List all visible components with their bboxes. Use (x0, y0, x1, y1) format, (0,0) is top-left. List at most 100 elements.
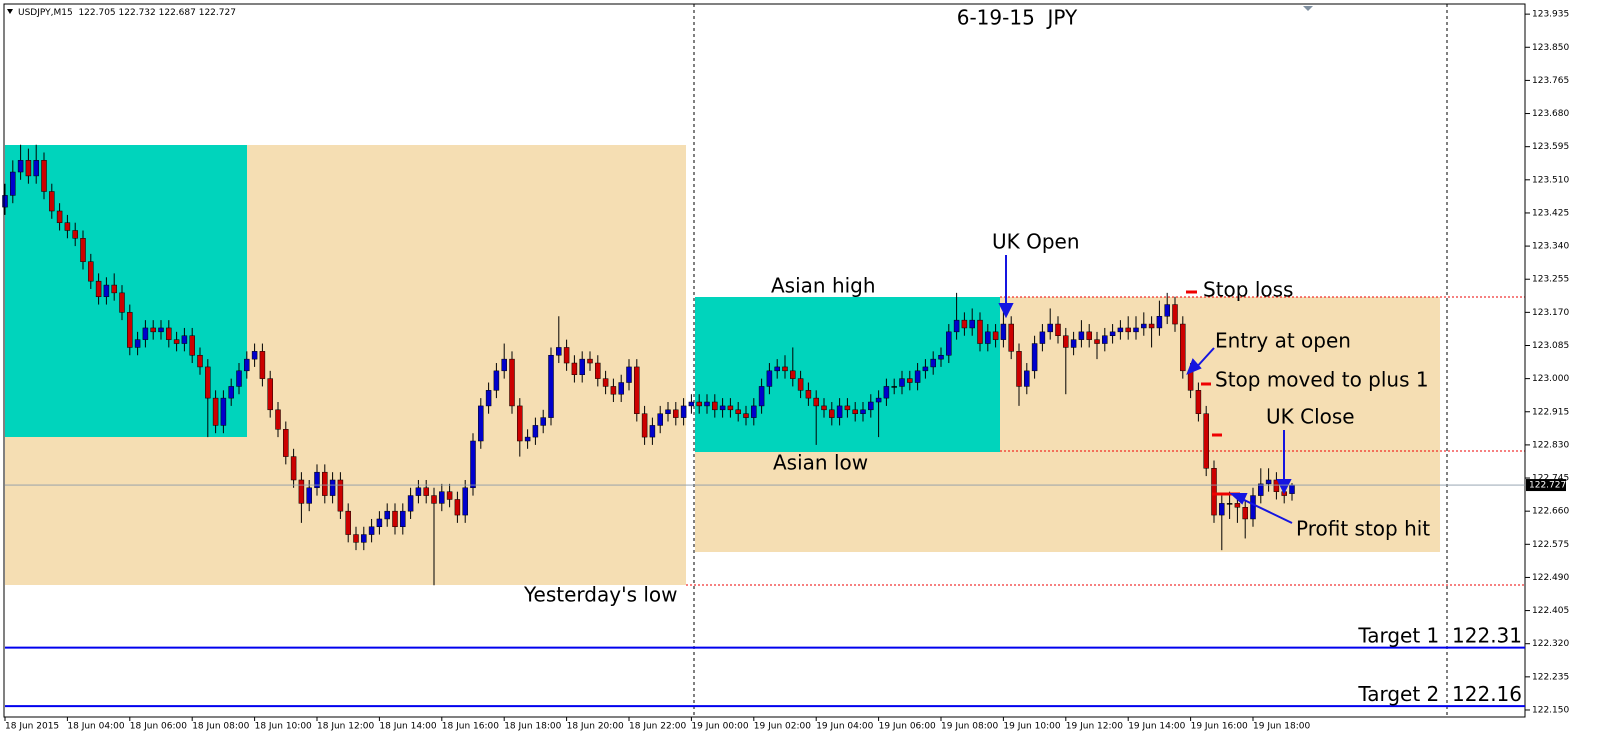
candle-body (930, 358, 936, 368)
y-tick-label: 122.915 (1532, 407, 1569, 417)
candle-body (189, 335, 195, 356)
candle-body (1133, 327, 1139, 333)
candle-body (540, 417, 546, 426)
y-tick-label: 123.425 (1532, 208, 1569, 218)
candle-body (41, 160, 47, 192)
candle-body (306, 487, 312, 504)
y-tick-label: 122.660 (1532, 507, 1569, 517)
candle-body (329, 479, 336, 496)
candle-body (478, 405, 484, 442)
candle-body (883, 386, 890, 399)
candle-body (969, 319, 975, 329)
candle-body (337, 479, 344, 512)
annotation: Entry at open (1215, 329, 1351, 353)
candle-body (946, 331, 952, 356)
y-tick-label: 122.490 (1532, 573, 1569, 583)
candle-body (556, 347, 562, 356)
symbol-header: USDJPY,M15 122.705 122.732 122.687 122.7… (18, 8, 236, 18)
close: 122.727 (199, 8, 236, 18)
arrows (998, 255, 1293, 524)
arrow-head (1186, 358, 1202, 375)
candle-body (1055, 323, 1061, 336)
candle-body (696, 401, 702, 407)
candle-body (134, 339, 141, 348)
candle-body (868, 401, 874, 411)
candle-body (1016, 351, 1022, 387)
x-tick-label: 19 Jun 14:00 (1128, 722, 1185, 732)
candle-body (290, 456, 297, 481)
candle-body (805, 390, 812, 399)
x-tick-label: 18 Jun 2015 (5, 722, 59, 732)
y-tick-label: 123.850 (1532, 43, 1569, 53)
open: 122.705 (78, 8, 115, 18)
candle-body (88, 261, 94, 282)
candle-body (173, 339, 180, 344)
candle-body (103, 284, 110, 298)
candle-body (485, 390, 492, 407)
candle-body (1117, 327, 1124, 333)
x-tick-label: 19 Jun 00:00 (691, 722, 748, 732)
candle-body (1125, 327, 1131, 333)
x-tick-label: 18 Jun 06:00 (130, 722, 187, 732)
x-tick-label: 19 Jun 18:00 (1253, 722, 1310, 732)
arrow-head (1229, 493, 1248, 505)
candle-body (2, 195, 8, 208)
candle-body (439, 491, 445, 504)
candle-body (649, 425, 656, 438)
x-tick-label: 19 Jun 16:00 (1191, 722, 1248, 732)
candle-body (782, 366, 788, 372)
shift-marker (1303, 6, 1313, 11)
y-tick-label: 123.085 (1532, 341, 1569, 351)
candle-body (524, 436, 531, 442)
target-value: 122.16 (1452, 682, 1522, 706)
candle-body (1211, 468, 1217, 516)
candle-body (688, 401, 695, 407)
candle-body (1086, 331, 1092, 340)
y-tick-label: 123.000 (1532, 374, 1569, 384)
y-tick-label: 122.150 (1532, 705, 1569, 715)
candle-body (251, 351, 258, 360)
candle-body (751, 405, 757, 418)
candle-body (493, 370, 500, 391)
candle-body (361, 534, 367, 543)
candle-body (587, 358, 593, 364)
candle-body (938, 354, 944, 360)
candle-body (1172, 304, 1178, 325)
candle-body (400, 510, 406, 528)
candle-body (836, 405, 843, 418)
candle-body (977, 319, 983, 344)
candle-body (907, 378, 913, 383)
candle-body (446, 491, 453, 500)
candle-body (72, 230, 78, 239)
annotation: Stop loss (1203, 278, 1293, 302)
candle-body (743, 413, 749, 418)
y-tick-label: 122.575 (1532, 540, 1569, 550)
candle-body (985, 331, 991, 344)
candle-body (727, 405, 734, 411)
candle-body (275, 409, 281, 430)
candle-body (774, 366, 780, 372)
x-tick-label: 18 Jun 14:00 (379, 722, 436, 732)
candle-body (1289, 484, 1295, 494)
candle-body (384, 510, 390, 520)
candle-body (1180, 323, 1186, 372)
candle-body (595, 362, 601, 379)
candle-body (1250, 495, 1256, 520)
candle-body (961, 319, 968, 329)
candle-body (953, 319, 960, 333)
y-tick-label: 122.405 (1532, 606, 1569, 616)
candle-body (1258, 483, 1264, 496)
candle-body (548, 354, 554, 418)
candle-body (563, 347, 570, 364)
candle-body (618, 382, 624, 395)
candle-body (10, 171, 16, 196)
candle-body (283, 429, 289, 457)
candle-body (392, 510, 398, 528)
menu-icon[interactable] (7, 9, 13, 14)
annotation: Yesterday's low (523, 583, 678, 607)
candle-body (1156, 316, 1163, 329)
candle-body (704, 401, 710, 407)
target-label: Target 2 122.16 (1357, 682, 1522, 706)
y-tick-label: 123.340 (1532, 242, 1569, 252)
